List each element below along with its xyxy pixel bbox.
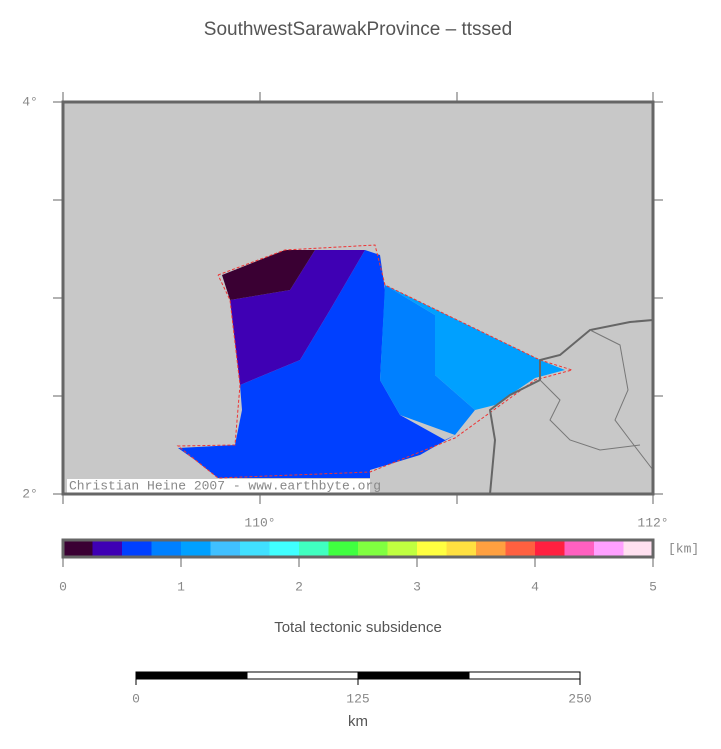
region — [230, 250, 365, 385]
region — [222, 250, 315, 300]
colorbar-tick-label: 3 — [413, 579, 421, 594]
colorbar-swatch — [535, 540, 565, 557]
colorbar-tick-label: 4 — [531, 579, 539, 594]
coastline — [488, 319, 654, 495]
colorbar-tick-label: 2 — [295, 579, 303, 594]
colorbar-swatch — [151, 540, 181, 557]
colorbar-tick-label: 5 — [649, 579, 657, 594]
scale-segment — [135, 671, 248, 680]
lon-label: 112° — [637, 515, 668, 530]
credit: Christian Heine 2007 - www.earthbyte.org — [69, 478, 381, 493]
colorbar-swatch — [122, 540, 152, 557]
scale-segment — [357, 671, 470, 680]
colorbar-swatch — [299, 540, 329, 557]
colorbar-swatch — [505, 540, 535, 557]
colorbar-swatch — [387, 540, 417, 557]
colorbar-swatch — [564, 540, 594, 557]
colorbar-swatch — [476, 540, 506, 557]
colorbar-unit: [km] — [668, 541, 699, 556]
colorbar-swatch — [181, 540, 211, 557]
colorbar-swatch — [269, 540, 299, 557]
colorbar-swatch — [92, 540, 122, 557]
colorbar-frame — [61, 538, 655, 559]
colorbar-swatch — [358, 540, 388, 557]
frame-ticks — [53, 92, 663, 504]
map: Christian Heine 2007 - www.earthbyte.org… — [22, 92, 669, 530]
scale-tick-label: 0 — [132, 691, 140, 706]
colorbar-swatch — [594, 540, 624, 557]
colorbar-label: Total tectonic subsidence — [274, 619, 442, 636]
colorbar-swatch — [446, 540, 476, 557]
scale-tick-label: 250 — [568, 691, 591, 706]
region — [380, 285, 475, 435]
colorbar-swatch — [63, 540, 93, 557]
scale-unit: km — [348, 713, 368, 730]
colorbar-swatch — [328, 540, 358, 557]
colorbar-swatch — [240, 540, 270, 557]
colorbar-swatch — [623, 540, 653, 557]
river — [539, 379, 641, 451]
lat-label: 4° — [22, 94, 38, 109]
colorbar-swatch — [417, 540, 447, 557]
scale-segment — [246, 671, 359, 680]
colorbar: 0 1 2 3 4 5 — [59, 538, 657, 594]
colorbar-tick-label: 1 — [177, 579, 185, 594]
region — [178, 250, 455, 478]
region — [385, 285, 565, 410]
colorbar-tick-label: 0 — [59, 579, 67, 594]
credit-box — [67, 479, 370, 493]
scale-bar: 0 125 250 — [132, 671, 592, 706]
lat-label: 2° — [22, 486, 38, 501]
river — [589, 329, 654, 471]
scale-segment — [468, 671, 581, 680]
colorbar-swatch — [210, 540, 240, 557]
title: SouthwestSarawakProvince – ttssed — [204, 19, 512, 40]
outline — [176, 244, 574, 479]
lon-label: 110° — [244, 515, 275, 530]
scale-tick-label: 125 — [346, 691, 369, 706]
